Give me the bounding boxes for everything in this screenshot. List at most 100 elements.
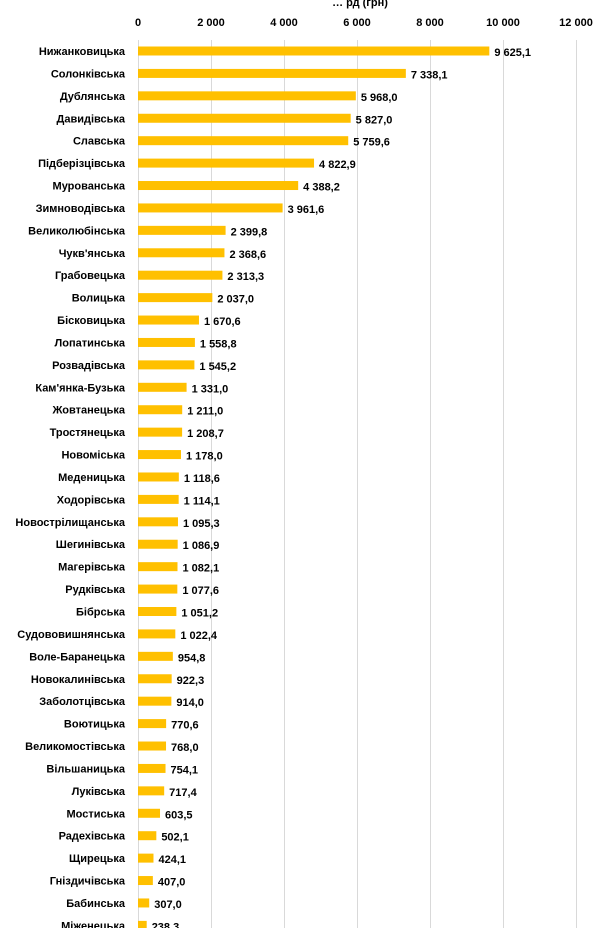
category-label: Грабовецька bbox=[55, 270, 126, 282]
category-label: Тростянецька bbox=[50, 427, 126, 439]
category-label: Давидівська bbox=[56, 113, 125, 125]
category-label: Рудківська bbox=[65, 584, 126, 596]
x-axis-ticks: 0 2 000 4 000 6 000 8 000 10 000 12 000 bbox=[135, 17, 593, 29]
bar bbox=[138, 337, 195, 347]
category-label: Нижанковицька bbox=[39, 46, 126, 58]
category-label: Розвадівська bbox=[52, 360, 126, 372]
bar bbox=[138, 651, 173, 661]
value-label: 3 961,6 bbox=[288, 204, 325, 216]
bar bbox=[138, 741, 167, 751]
category-label: Міженецька bbox=[61, 920, 126, 928]
value-label: 603,5 bbox=[165, 809, 193, 821]
category-label: Гніздичівська bbox=[50, 876, 126, 888]
x-tick-label: 10 000 bbox=[486, 17, 520, 29]
bar bbox=[138, 584, 178, 594]
bar bbox=[138, 113, 351, 123]
bar bbox=[138, 427, 183, 437]
category-label: Дублянська bbox=[60, 91, 126, 103]
value-label: 768,0 bbox=[171, 742, 199, 754]
value-label: 7 338,1 bbox=[411, 69, 448, 81]
category-label: Щирецька bbox=[69, 853, 126, 865]
value-label: 238,3 bbox=[152, 921, 180, 928]
value-label: 2 368,6 bbox=[229, 249, 266, 261]
value-label: 424,1 bbox=[158, 854, 186, 866]
value-label: 1 545,2 bbox=[199, 361, 236, 373]
bar bbox=[138, 853, 154, 863]
value-label: 914,0 bbox=[176, 697, 204, 709]
chart-title: … рд (грн) bbox=[332, 0, 388, 9]
x-tick-label: 2 000 bbox=[197, 17, 225, 29]
value-label: 922,3 bbox=[177, 675, 205, 687]
bar bbox=[138, 136, 349, 146]
bar bbox=[138, 181, 299, 191]
category-label: Чукв'янська bbox=[59, 248, 126, 260]
value-label: 717,4 bbox=[169, 787, 197, 799]
bar bbox=[138, 494, 179, 504]
value-label: 2 037,0 bbox=[217, 294, 254, 306]
category-label: Воютицька bbox=[64, 719, 126, 731]
category-label: Заболотцівська bbox=[39, 696, 126, 708]
bar bbox=[138, 629, 176, 639]
value-label: 5 759,6 bbox=[353, 137, 390, 149]
category-label: Меденицька bbox=[58, 472, 126, 484]
category-label: Судововишнянська bbox=[17, 629, 126, 641]
value-label: 1 095,3 bbox=[183, 518, 220, 530]
category-label: Шегинівська bbox=[56, 539, 126, 551]
bar bbox=[138, 248, 225, 258]
bar bbox=[138, 562, 178, 572]
bar bbox=[138, 539, 178, 549]
bar bbox=[138, 719, 167, 729]
bar bbox=[138, 450, 181, 460]
bar bbox=[138, 831, 157, 841]
value-label: 5 827,0 bbox=[356, 114, 393, 126]
category-label: Бабинська bbox=[66, 898, 126, 910]
bar bbox=[138, 876, 153, 886]
category-label: Луківська bbox=[72, 786, 126, 798]
category-label: Вільшаницька bbox=[46, 763, 125, 775]
category-label: Підберізцівська bbox=[38, 158, 126, 170]
value-label: 1 211,0 bbox=[187, 406, 223, 418]
value-label: 1 082,1 bbox=[182, 563, 219, 575]
value-label: 1 558,8 bbox=[200, 338, 237, 350]
value-labels: 9 625,1 7 338,1 5 968,0 5 827,0 5 759,6 4 822… bbox=[152, 47, 531, 928]
category-label: Великолюбінська bbox=[28, 225, 126, 237]
bar bbox=[138, 382, 187, 392]
category-label: Ходорівська bbox=[57, 494, 126, 506]
bar bbox=[138, 158, 315, 168]
x-tick-label: 4 000 bbox=[270, 17, 298, 29]
category-label: Жовтанецька bbox=[51, 405, 125, 417]
bar bbox=[138, 674, 172, 684]
value-label: 2 313,3 bbox=[227, 271, 264, 283]
value-label: 1 051,2 bbox=[181, 608, 218, 620]
value-label: 954,8 bbox=[178, 652, 206, 664]
category-label: Радехівська bbox=[59, 831, 126, 843]
bar bbox=[138, 293, 213, 303]
category-label: Славська bbox=[73, 136, 126, 148]
value-label: 502,1 bbox=[161, 832, 189, 844]
bar bbox=[138, 405, 183, 415]
value-label: 1 178,0 bbox=[186, 451, 223, 463]
category-label: Великомостівська bbox=[25, 741, 126, 753]
bar bbox=[138, 315, 199, 325]
bar bbox=[138, 920, 147, 928]
bar bbox=[138, 225, 226, 235]
value-label: 2 399,8 bbox=[231, 226, 268, 238]
value-label: 1 086,9 bbox=[183, 540, 220, 552]
bar bbox=[138, 270, 223, 280]
bar bbox=[138, 763, 166, 773]
category-label: Новоміська bbox=[61, 450, 125, 462]
value-label: 1 670,6 bbox=[204, 316, 241, 328]
bar bbox=[138, 517, 178, 527]
bar bbox=[138, 607, 177, 616]
x-tick-label: 0 bbox=[135, 17, 141, 29]
value-label: 4 388,2 bbox=[303, 182, 340, 194]
bar bbox=[138, 203, 283, 213]
category-label: Новострілищанська bbox=[15, 517, 125, 529]
category-label: Кам'янка-Бузька bbox=[35, 382, 126, 394]
bar bbox=[138, 696, 172, 706]
bar bbox=[138, 68, 406, 78]
value-label: 1 331,0 bbox=[192, 383, 229, 395]
category-label: Новокалинівська bbox=[31, 674, 126, 686]
x-tick-label: 12 000 bbox=[559, 17, 593, 29]
value-label: 5 968,0 bbox=[361, 92, 398, 104]
